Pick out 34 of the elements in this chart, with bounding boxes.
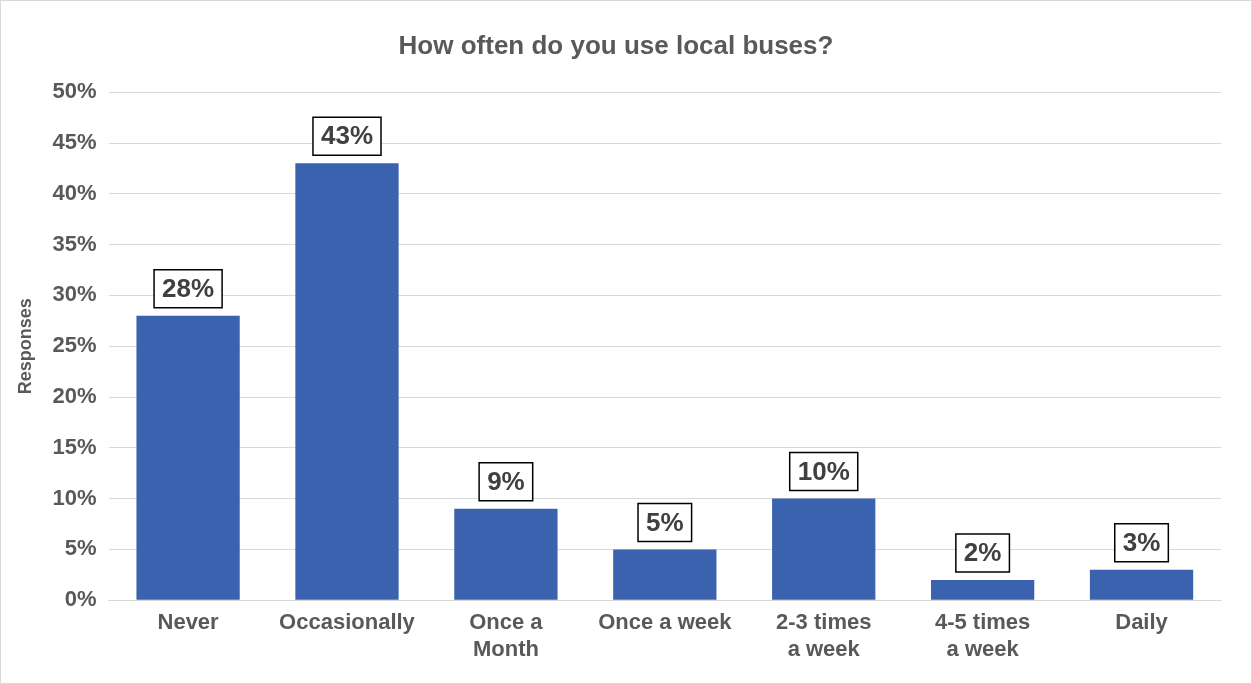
y-tick-label: 0% xyxy=(64,586,97,612)
y-tick-label: 50% xyxy=(52,78,97,104)
x-tick-label: Never xyxy=(157,609,220,635)
x-tick-label: Once a Month xyxy=(469,609,544,661)
y-tick-label: 25% xyxy=(52,332,97,358)
y-tick-label: 20% xyxy=(52,383,97,409)
y-tick-label: 45% xyxy=(52,129,97,155)
data-label: 3% xyxy=(1122,526,1161,557)
bar xyxy=(613,549,717,600)
x-tick-label: 2-3 times a week xyxy=(776,609,872,661)
y-tick-label: 35% xyxy=(52,230,97,256)
data-label: 2% xyxy=(963,537,1002,568)
data-label: 9% xyxy=(487,465,525,496)
y-tick-label: 5% xyxy=(64,535,97,561)
y-tick-label: 10% xyxy=(52,484,97,510)
y-tick-label: 15% xyxy=(52,433,97,459)
data-label: 10% xyxy=(797,455,850,486)
x-tick-label: 4-5 times a week xyxy=(934,609,1031,661)
x-tick-label: Once a week xyxy=(598,609,733,635)
x-tick-label: Daily xyxy=(1115,609,1169,635)
bar xyxy=(1089,569,1194,600)
bar xyxy=(930,579,1035,600)
y-tick-label: 40% xyxy=(52,179,97,205)
data-label: 28% xyxy=(162,272,215,303)
y-tick-label: 30% xyxy=(52,281,97,307)
bar xyxy=(136,315,240,600)
bar xyxy=(772,498,876,600)
chart-title: How often do you use local buses? xyxy=(398,29,834,60)
data-label: 5% xyxy=(646,506,684,537)
y-axis-title: Responses xyxy=(14,298,35,395)
data-label: 43% xyxy=(320,120,374,151)
bar xyxy=(454,508,558,600)
x-tick-label: Occasionally xyxy=(279,609,416,635)
bar xyxy=(295,163,399,600)
